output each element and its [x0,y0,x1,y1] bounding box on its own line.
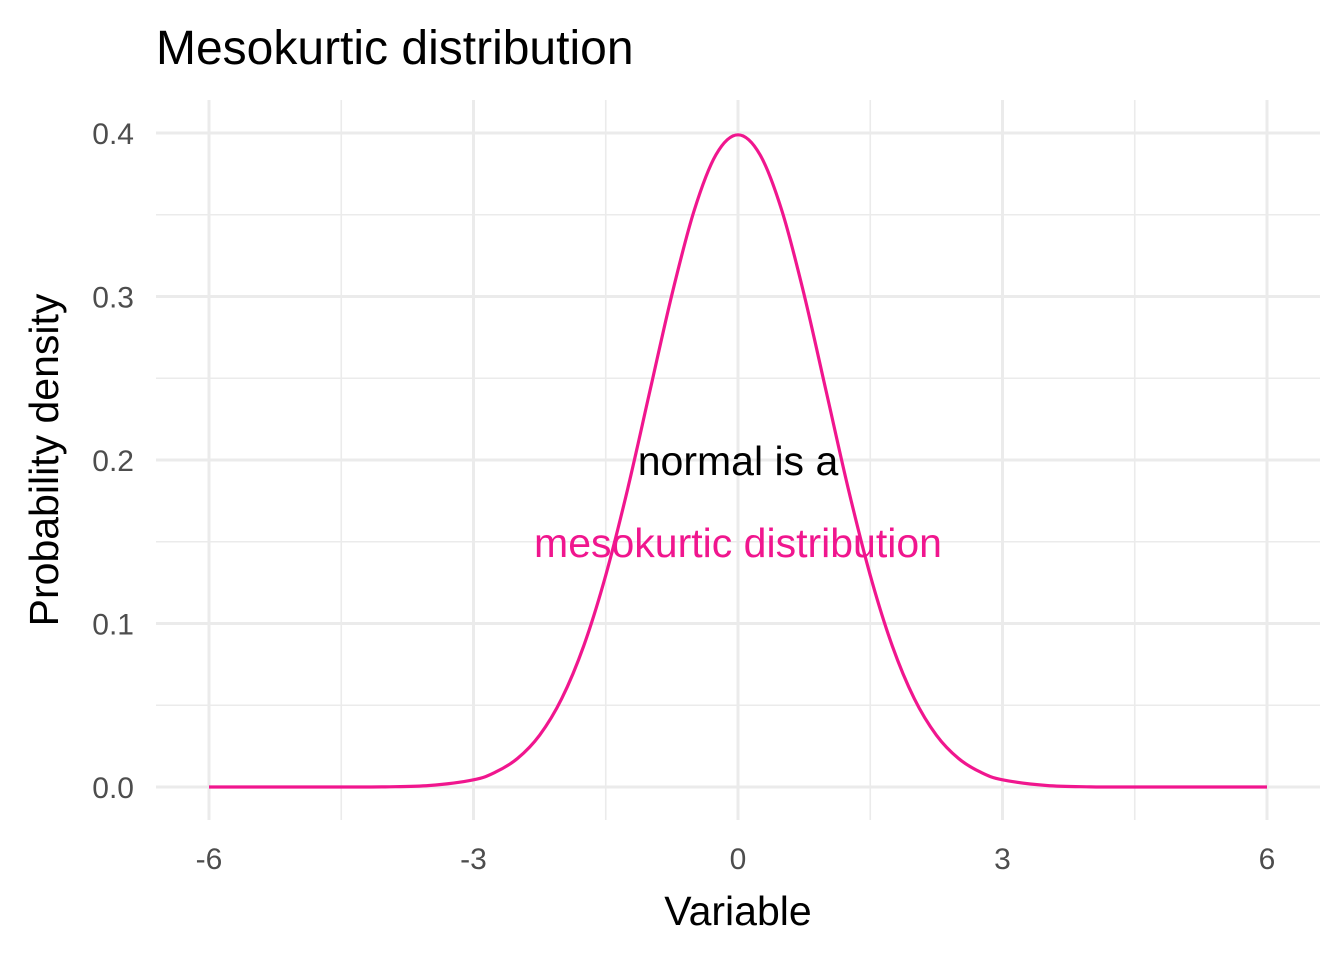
x-axis-title: Variable [664,888,811,934]
x-tick-label: 3 [994,843,1011,876]
y-tick-label: 0.2 [92,445,134,478]
series-layer [209,133,1267,789]
y-tick-label: 0.0 [92,772,134,805]
annotations: normal is a mesokurtic distribution [534,438,942,566]
annotation-label: normal is a [638,438,839,484]
x-tick-label: -3 [460,843,487,876]
x-axis-tick-labels: -6 -3 0 3 6 [196,843,1276,876]
x-tick-label: 6 [1259,843,1276,876]
y-tick-label: 0.4 [92,118,134,151]
annotation-label: mesokurtic distribution [534,520,942,566]
x-tick-label: 0 [730,843,747,876]
chart-title: Mesokurtic distribution [156,22,634,75]
x-tick-label: -6 [196,843,223,876]
y-tick-label: 0.3 [92,282,134,315]
y-tick-label: 0.1 [92,609,134,642]
density-curve [209,133,1267,789]
y-axis-tick-labels: 0.0 0.1 0.2 0.3 0.4 [92,118,134,805]
y-axis-title: Probability density [21,293,67,626]
